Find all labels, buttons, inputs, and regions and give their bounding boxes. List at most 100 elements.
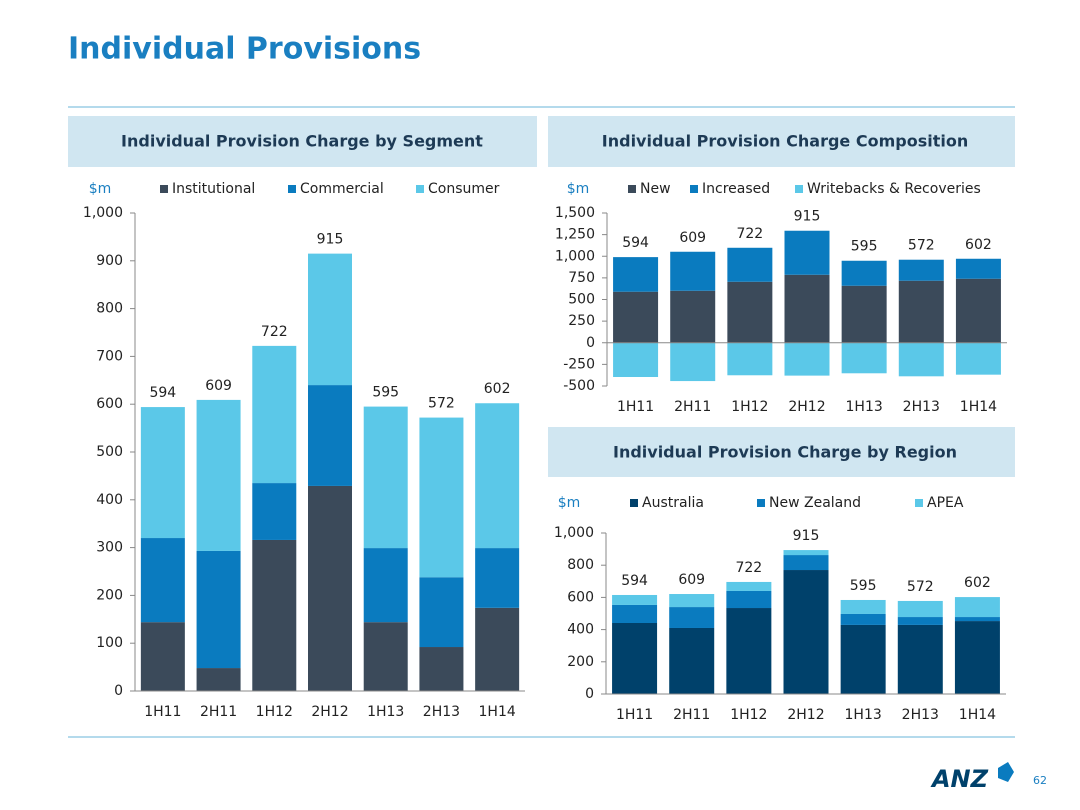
x-tick-label: 1H13 — [846, 399, 883, 415]
bar-segment — [196, 399, 241, 551]
bar-segment — [841, 260, 887, 286]
total-label: 915 — [793, 528, 820, 544]
total-label: 915 — [317, 232, 344, 248]
y-tick-label: 0 — [586, 335, 595, 351]
logo: ANZ — [930, 765, 989, 793]
legend-swatch — [915, 499, 923, 507]
x-tick-label: 2H13 — [902, 707, 939, 723]
bar-segment — [898, 342, 944, 377]
x-tick-label: 1H11 — [616, 707, 653, 723]
bar-segment — [840, 599, 886, 614]
axis-unit: $m — [558, 495, 581, 511]
axis-unit: $m — [567, 181, 590, 197]
legend-swatch — [160, 185, 168, 193]
y-tick-label: 900 — [96, 253, 123, 269]
x-tick-label: 1H12 — [731, 399, 768, 415]
bar-segment — [196, 550, 241, 669]
bar-segment — [252, 483, 297, 540]
x-tick-label: 1H14 — [960, 399, 997, 415]
y-tick-label: 1,000 — [555, 248, 595, 264]
chart-title: Individual Provision Charge by Segment — [121, 132, 483, 151]
bar-segment — [308, 253, 352, 386]
total-label: 572 — [428, 396, 455, 412]
bar-segment — [670, 251, 716, 291]
legend-label: Commercial — [300, 181, 384, 197]
legend-swatch — [630, 499, 638, 507]
x-tick-label: 1H11 — [617, 399, 654, 415]
legend-label: APEA — [927, 495, 964, 511]
total-label: 722 — [735, 560, 762, 576]
total-label: 915 — [794, 209, 821, 225]
y-tick-label: 500 — [568, 292, 595, 308]
bar-segment — [955, 342, 1001, 375]
x-tick-label: 1H14 — [959, 707, 996, 723]
legend-swatch — [757, 499, 765, 507]
bar-segment — [252, 539, 297, 691]
x-tick-label: 2H11 — [673, 707, 710, 723]
x-tick-label: 1H13 — [367, 704, 404, 720]
bar-segment — [612, 604, 658, 623]
bar-segment — [726, 581, 772, 591]
x-tick-label: 2H12 — [788, 399, 825, 415]
bar-segment — [727, 247, 773, 282]
bar-segment — [363, 622, 408, 691]
x-tick-label: 2H12 — [787, 707, 824, 723]
total-label: 572 — [908, 238, 935, 254]
bar-segment — [196, 668, 241, 691]
bar-segment — [613, 257, 659, 292]
bar-segment — [783, 570, 829, 694]
x-tick-label: 2H13 — [903, 399, 940, 415]
total-label: 609 — [205, 378, 232, 394]
bar-segment — [726, 608, 772, 694]
bar-segment — [419, 647, 464, 691]
total-label: 595 — [372, 385, 399, 401]
y-tick-label: 1,500 — [555, 205, 595, 221]
y-tick-label: 800 — [96, 301, 123, 317]
total-label: 602 — [965, 237, 992, 253]
bar-segment — [727, 342, 773, 376]
y-tick-label: 200 — [96, 587, 123, 603]
bar-segment — [475, 607, 520, 691]
bar-segment — [669, 594, 715, 608]
bar-segment — [783, 555, 829, 571]
total-label: 722 — [261, 324, 288, 340]
bar-segment — [898, 259, 944, 281]
y-tick-label: 100 — [96, 635, 123, 651]
legend-label: New Zealand — [769, 495, 861, 511]
bar-segment — [613, 291, 659, 343]
total-label: 595 — [851, 239, 878, 255]
x-tick-label: 2H11 — [674, 399, 711, 415]
x-tick-label: 2H13 — [423, 704, 460, 720]
bar-segment — [727, 281, 773, 343]
x-tick-label: 1H12 — [730, 707, 767, 723]
bar-segment — [308, 385, 352, 486]
panel-header — [548, 427, 1015, 477]
y-tick-label: -500 — [563, 378, 595, 394]
legend-swatch — [628, 185, 636, 193]
y-tick-label: 0 — [585, 686, 594, 702]
bar-segment — [954, 617, 1000, 622]
y-tick-label: 250 — [568, 313, 595, 329]
page-title: Individual Provisions — [68, 32, 421, 67]
y-tick-label: 1,000 — [83, 205, 123, 221]
bar-segment — [955, 278, 1001, 343]
y-tick-label: 700 — [96, 348, 123, 364]
y-tick-label: 0 — [114, 683, 123, 699]
bar-segment — [726, 590, 772, 609]
bar-segment — [784, 342, 830, 376]
bar-segment — [898, 280, 944, 343]
bar-segment — [897, 617, 943, 625]
bar-segment — [669, 627, 715, 694]
bar-segment — [475, 548, 520, 608]
bar-segment — [475, 403, 520, 549]
y-tick-label: 1,250 — [555, 227, 595, 243]
legend-swatch — [690, 185, 698, 193]
bar-segment — [140, 622, 185, 691]
y-tick-label: 400 — [567, 622, 594, 638]
y-tick-label: 300 — [96, 540, 123, 556]
bar-segment — [841, 342, 887, 374]
legend-label: Australia — [642, 495, 704, 511]
bar-segment — [897, 624, 943, 694]
bar-segment — [954, 621, 1000, 694]
bar-segment — [419, 417, 464, 578]
